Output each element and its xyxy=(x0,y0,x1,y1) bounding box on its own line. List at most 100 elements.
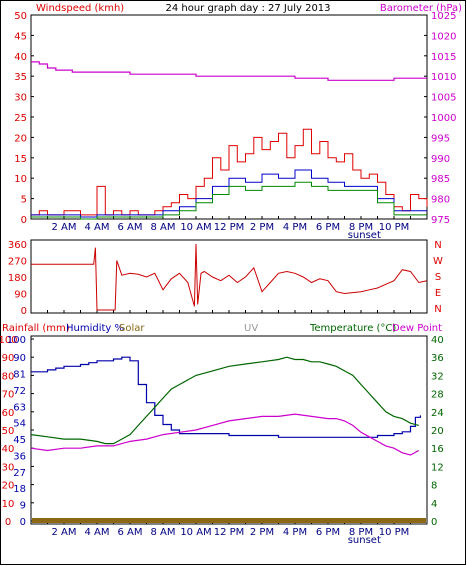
humidity-tick-label: 63 xyxy=(13,402,26,413)
wind-tick-label: 25 xyxy=(14,113,27,124)
temp-tick-label: 24 xyxy=(431,408,444,419)
barometer-axis-label: Barometer (hPa) xyxy=(380,3,462,14)
gust-line xyxy=(31,128,428,216)
avg-wind-line xyxy=(31,169,427,218)
rain-tick-label: 100 xyxy=(0,335,18,346)
windspeed-axis-label: Windspeed (kmh) xyxy=(36,3,124,14)
uv-axis-label: UV xyxy=(244,323,258,334)
barometer-line xyxy=(31,61,427,81)
wind-tick-label: 15 xyxy=(14,154,27,165)
x-tick-label: 4 PM xyxy=(283,527,307,538)
dir-tick-label: 360 xyxy=(8,240,27,251)
x-tick-label: 6 AM xyxy=(117,222,142,233)
graph-title: 24 hour graph day : 27 July 2013 xyxy=(165,3,330,14)
wind-tick-label: 0 xyxy=(21,215,27,226)
humidity-line xyxy=(31,356,421,438)
humidity-tick-label: 36 xyxy=(13,451,26,462)
x-tick-label: 2 AM xyxy=(51,527,76,538)
rain-tick-label: 40 xyxy=(2,444,15,455)
solar-axis-label: Solar xyxy=(119,323,145,334)
temp-tick-label: 40 xyxy=(431,335,444,346)
wind-green-line xyxy=(31,181,427,220)
dir-tick-label: 270 xyxy=(8,257,27,268)
wind-tick-label: 35 xyxy=(14,72,27,83)
temp-tick-label: 0 xyxy=(431,517,437,528)
x-tick-label: 8 AM xyxy=(150,527,175,538)
humidity-tick-label: 0 xyxy=(20,517,26,528)
x-tick-label: 10 AM xyxy=(180,222,211,233)
dewpoint-line xyxy=(30,413,420,456)
baro-tick-label: 1025 xyxy=(431,11,456,22)
x-tick-label: 12 PM xyxy=(214,222,245,233)
rain-tick-label: 80 xyxy=(2,371,15,382)
x-tick-label: 4 AM xyxy=(84,222,109,233)
wind-tick-label: 20 xyxy=(14,133,27,144)
dir-tick-label: 180 xyxy=(8,273,27,284)
x-tick-label: 4 AM xyxy=(84,527,109,538)
dewpoint-axis-label: Dew Point xyxy=(392,323,442,334)
rain-tick-label: 20 xyxy=(2,481,15,492)
direction-panel xyxy=(30,239,428,314)
temp-tick-label: 12 xyxy=(431,462,444,473)
rain-tick-label: 60 xyxy=(2,408,15,419)
wind-tick-label: 30 xyxy=(14,93,27,104)
wind-tick-label: 5 xyxy=(21,195,27,206)
x-tick-label: 12 PM xyxy=(214,527,245,538)
sunset-label: sunset xyxy=(348,230,381,241)
rain-tick-label: 90 xyxy=(2,353,15,364)
rain-temp-panel xyxy=(30,335,428,525)
humidity-tick-label: 100 xyxy=(7,335,26,346)
temp-tick-label: 28 xyxy=(431,390,444,401)
x-tick-label: 6 PM xyxy=(316,222,340,233)
temperature-line xyxy=(30,356,419,445)
humidity-tick-label: 72 xyxy=(13,386,26,397)
x-tick-label: 2 PM xyxy=(250,527,274,538)
baro-tick-label: 1020 xyxy=(431,31,456,42)
dir-tick-label: 0 xyxy=(21,306,27,317)
baro-tick-label: 985 xyxy=(431,174,450,185)
x-tick-label: 2 PM xyxy=(250,222,274,233)
baro-tick-label: 1015 xyxy=(431,52,456,63)
x-tick-label: 4 PM xyxy=(283,222,307,233)
rainfall-axis-label: Rainfall (mm) xyxy=(2,323,70,334)
temp-tick-label: 36 xyxy=(431,353,444,364)
rain-tick-label: 30 xyxy=(2,462,15,473)
temp-tick-label: 16 xyxy=(431,444,444,455)
temp-tick-label: 32 xyxy=(431,371,444,382)
wind-tick-label: 50 xyxy=(14,11,27,22)
x-tick-label: 10 AM xyxy=(180,527,211,538)
dir-cardinal-label: S xyxy=(435,272,441,283)
humidity-tick-label: 45 xyxy=(13,435,26,446)
baro-tick-label: 990 xyxy=(431,154,450,165)
humidity-axis-label: Humidity % xyxy=(66,323,124,334)
humidity-tick-label: 90 xyxy=(13,353,26,364)
x-tick-label: 8 AM xyxy=(150,222,175,233)
x-tick-label: 6 PM xyxy=(316,527,340,538)
direction-line xyxy=(31,243,428,311)
humidity-tick-label: 27 xyxy=(13,468,26,479)
dir-cardinal-label: N xyxy=(434,240,441,251)
dir-cardinal-label: N xyxy=(434,304,441,315)
rain-tick-label: 10 xyxy=(2,499,15,510)
humidity-tick-label: 9 xyxy=(20,501,26,512)
temp-tick-label: 20 xyxy=(431,426,444,437)
rainfall-bar xyxy=(32,518,426,523)
x-tick-label: 8 PM xyxy=(349,527,373,538)
x-tick-label: 10 PM xyxy=(379,527,410,538)
humidity-tick-label: 81 xyxy=(13,370,26,381)
x-tick-label: 6 AM xyxy=(117,527,142,538)
baro-tick-label: 975 xyxy=(431,215,450,226)
humidity-tick-label: 54 xyxy=(13,419,26,430)
x-tick-label: 8 PM xyxy=(349,222,373,233)
baro-tick-label: 1000 xyxy=(431,113,456,124)
wind-tick-label: 40 xyxy=(14,52,27,63)
wind-tick-label: 10 xyxy=(14,174,27,185)
dir-cardinal-label: W xyxy=(433,256,443,267)
rain-tick-label: 50 xyxy=(2,426,15,437)
temp-tick-label: 4 xyxy=(431,499,437,510)
x-tick-label: 2 AM xyxy=(51,222,76,233)
temperature-axis-label: Temperature (°C) xyxy=(309,323,396,334)
humidity-tick-label: 18 xyxy=(13,484,26,495)
